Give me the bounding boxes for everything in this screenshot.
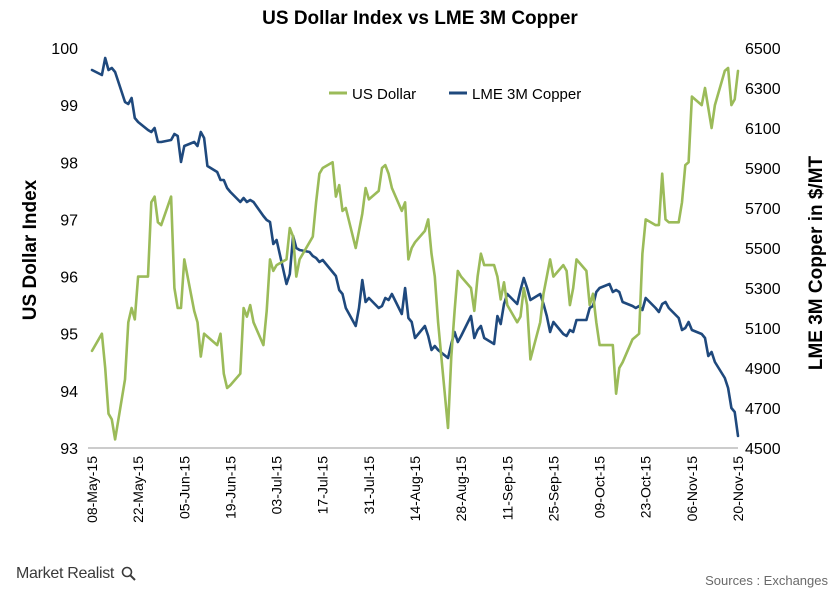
y-tick-label: 93 — [60, 441, 78, 458]
y-tick-label: 96 — [60, 270, 78, 287]
y2-tick-label: 5300 — [745, 281, 781, 298]
y2-tick-label: 6300 — [745, 81, 781, 98]
x-tick-label: 05-Jun-15 — [176, 456, 192, 519]
y-axis-label: US Dollar Index — [20, 179, 41, 320]
x-tick-label: 14-Aug-15 — [407, 456, 423, 522]
x-tick: 09-Oct-15 — [592, 456, 608, 518]
x-tick: 03-Jul-15 — [269, 456, 285, 515]
x-tick: 25-Sep-15 — [545, 456, 561, 522]
x-tick-label: 11-Sep-15 — [499, 456, 515, 521]
x-tick-label: 19-Jun-15 — [222, 456, 238, 519]
x-tick-label: 20-Nov-15 — [730, 456, 746, 522]
left-axis-ticks: 93 94 95 96 97 98 99 100 — [51, 41, 78, 458]
x-tick: 19-Jun-15 — [222, 456, 238, 519]
right-axis-ticks: 4500 4700 4900 5100 5300 5500 5700 5900 6100 6300… — [745, 41, 781, 458]
x-tick-label: 09-Oct-15 — [592, 456, 608, 518]
x-tick: 08-May-15 — [84, 456, 100, 523]
y-tick-label: 98 — [60, 155, 78, 172]
x-tick: 31-Jul-15 — [361, 456, 377, 515]
x-tick: 17-Jul-15 — [315, 456, 331, 515]
x-tick-label: 08-May-15 — [84, 456, 100, 523]
series-layer — [90, 56, 740, 441]
chart-title: US Dollar Index vs LME 3M Copper — [262, 8, 578, 29]
x-tick: 06-Nov-15 — [684, 456, 700, 522]
y-tick-label: 97 — [60, 212, 78, 229]
x-tick-label: 17-Jul-15 — [315, 456, 331, 515]
x-tick-label: 28-Aug-15 — [453, 456, 469, 522]
x-tick: 14-Aug-15 — [407, 456, 423, 522]
y2-tick-label: 6100 — [745, 121, 781, 138]
legend-label-us-dollar: US Dollar — [352, 86, 416, 103]
y-tick-label: 94 — [60, 384, 78, 401]
y-tick-label: 95 — [60, 327, 78, 344]
y2-tick-label: 4900 — [745, 361, 781, 378]
series-line-copper — [90, 56, 740, 438]
x-tick-label: 06-Nov-15 — [684, 456, 700, 522]
y-tick-label: 100 — [51, 41, 78, 58]
y2-axis-label: LME 3M Copper in $/MT — [806, 155, 827, 370]
y2-tick-label: 5700 — [745, 201, 781, 218]
source-note: Sources : Exchanges — [705, 573, 828, 588]
y-tick-label: 99 — [60, 98, 78, 115]
magnifier-icon — [121, 566, 136, 581]
x-tick: 23-Oct-15 — [638, 456, 654, 518]
y2-tick-label: 5500 — [745, 241, 781, 258]
x-tick-label: 25-Sep-15 — [545, 456, 561, 522]
x-tick-label: 22-May-15 — [130, 456, 146, 523]
x-tick: 05-Jun-15 — [176, 456, 192, 519]
x-tick-label: 23-Oct-15 — [638, 456, 654, 518]
series-line-us-dollar — [90, 66, 740, 441]
x-axis-ticks: 08-May-15 22-May-15 05-Jun-15 19-Jun-15 03-J… — [84, 456, 746, 523]
x-tick-label: 31-Jul-15 — [361, 456, 377, 515]
y2-tick-label: 5900 — [745, 161, 781, 178]
x-tick-label: 03-Jul-15 — [269, 456, 285, 515]
brand-name: Market Realist — [16, 565, 115, 582]
legend-label-copper: LME 3M Copper — [472, 86, 581, 103]
x-tick: 11-Sep-15 — [499, 456, 515, 521]
legend: US Dollar LME 3M Copper — [329, 86, 581, 103]
x-tick: 20-Nov-15 — [730, 456, 746, 522]
y2-tick-label: 5100 — [745, 321, 781, 338]
x-tick: 28-Aug-15 — [453, 456, 469, 522]
y2-tick-label: 6500 — [745, 41, 781, 58]
y2-tick-label: 4500 — [745, 441, 781, 458]
x-tick: 22-May-15 — [130, 456, 146, 523]
y2-tick-label: 4700 — [745, 401, 781, 418]
